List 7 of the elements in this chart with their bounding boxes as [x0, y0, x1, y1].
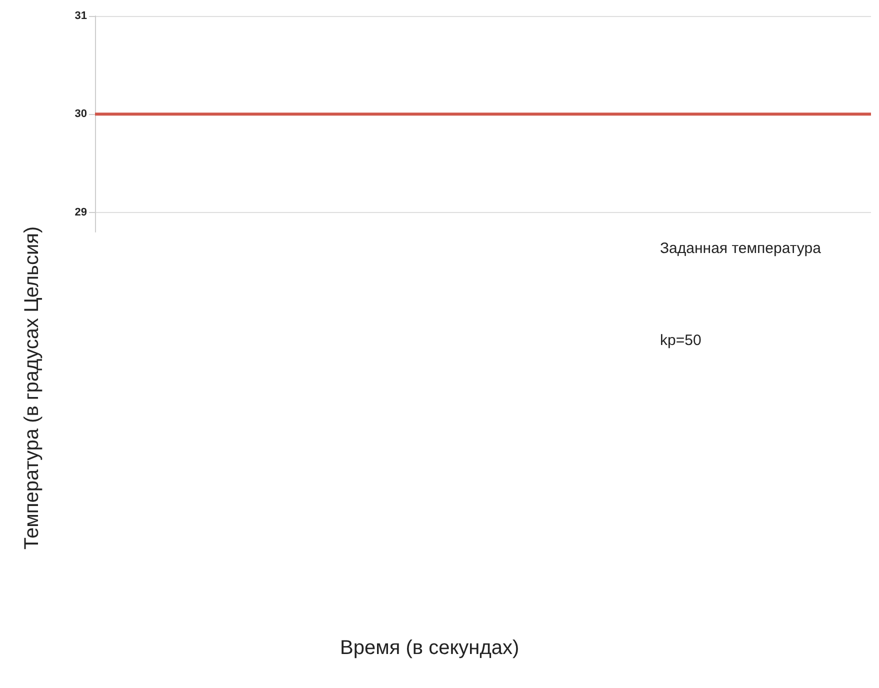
y-tick-label: 29	[74, 206, 87, 218]
text: Заданная температура	[660, 240, 822, 257]
text: kp=50	[660, 332, 702, 349]
y-tick-label: 31	[74, 10, 87, 22]
y-axis-title: Температура (в градусах Цельсия)	[21, 226, 43, 550]
y-tick-label: 30	[74, 108, 87, 120]
text: Время (в секундах)	[340, 637, 520, 659]
